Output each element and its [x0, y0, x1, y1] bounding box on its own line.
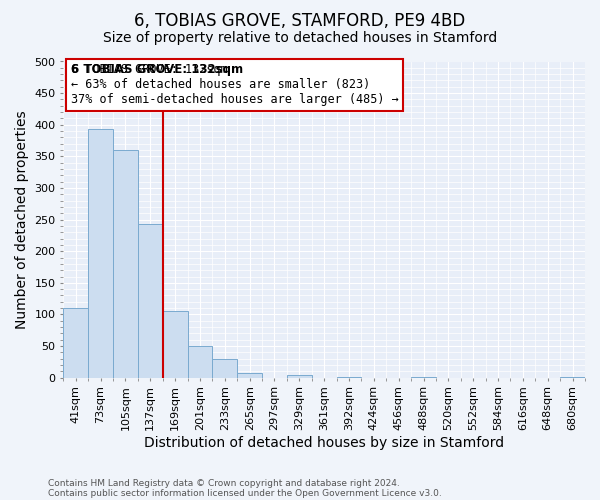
Bar [138, 224, 163, 378]
Bar [411, 377, 436, 378]
Bar [337, 377, 361, 378]
Text: 6 TOBIAS GROVE: 132sqm: 6 TOBIAS GROVE: 132sqm [71, 64, 243, 76]
Text: Contains HM Land Registry data © Crown copyright and database right 2024.: Contains HM Land Registry data © Crown c… [48, 478, 400, 488]
Bar [163, 312, 188, 378]
Bar [64, 308, 88, 378]
Bar [188, 346, 212, 378]
Text: 6 TOBIAS GROVE: 132sqm
← 63% of detached houses are smaller (823)
37% of semi-de: 6 TOBIAS GROVE: 132sqm ← 63% of detached… [71, 64, 398, 106]
Text: 6, TOBIAS GROVE, STAMFORD, PE9 4BD: 6, TOBIAS GROVE, STAMFORD, PE9 4BD [134, 12, 466, 30]
Bar [237, 372, 262, 378]
Bar [113, 150, 138, 378]
Bar [287, 374, 312, 378]
Bar [88, 129, 113, 378]
Text: Contains public sector information licensed under the Open Government Licence v3: Contains public sector information licen… [48, 488, 442, 498]
Bar [212, 358, 237, 378]
Text: Size of property relative to detached houses in Stamford: Size of property relative to detached ho… [103, 31, 497, 45]
Bar [560, 377, 585, 378]
X-axis label: Distribution of detached houses by size in Stamford: Distribution of detached houses by size … [144, 436, 504, 450]
Y-axis label: Number of detached properties: Number of detached properties [15, 110, 29, 329]
